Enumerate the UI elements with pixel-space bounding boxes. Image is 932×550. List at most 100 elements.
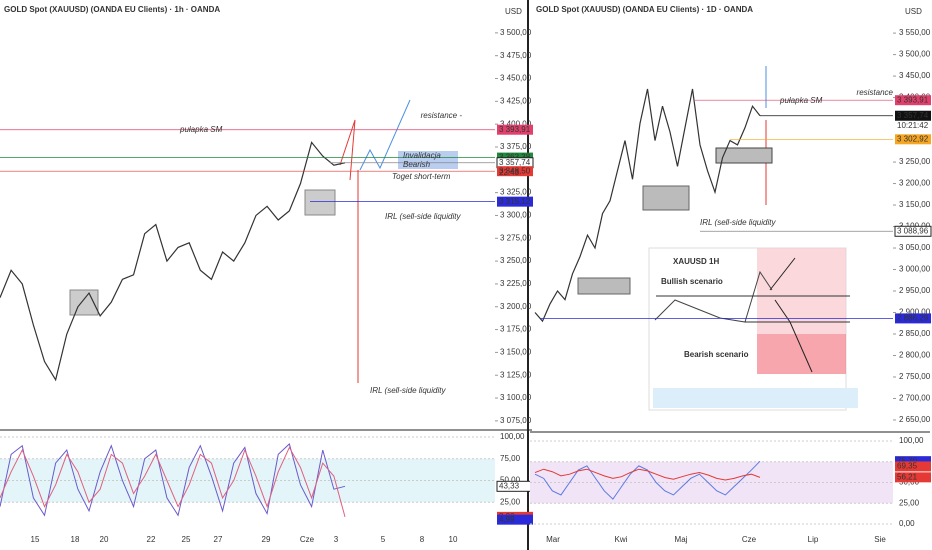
osc-tick-label: 75,00	[500, 454, 521, 463]
x-tick-label: 3	[334, 535, 339, 544]
x-tick-label: 8	[420, 535, 425, 544]
y-tick-label: 3 550,00	[899, 28, 931, 37]
annotation: IRL (sell-side liquidity	[700, 218, 776, 227]
x-tick-label: 29	[262, 535, 271, 544]
price-tag-label: 3 088,96	[897, 226, 929, 235]
x-tick-label: Kwi	[615, 535, 628, 544]
y-tick-label: 3 150,00	[899, 200, 931, 209]
zone	[577, 277, 631, 295]
osc-tag-label: 75,70	[897, 456, 918, 465]
osc-tick-label: 100,00	[899, 436, 924, 445]
x-tick-label: 22	[147, 535, 156, 544]
y-tick-label: 3 225,00	[500, 279, 532, 288]
price-tag-label: 3 357,74	[897, 111, 929, 120]
osc-line	[0, 446, 346, 517]
y-tick-label: 3 375,00	[500, 142, 532, 151]
osc-tick-label: 0,00	[899, 519, 915, 528]
price-tag-label: 3 393,91	[897, 95, 929, 104]
y-tick-label: 3 150,00	[500, 348, 532, 357]
x-tick-label: 5	[381, 535, 386, 544]
y-tick-label: 3 175,00	[500, 325, 532, 334]
y-tick-label: 3 075,00	[500, 416, 532, 425]
y-tick-label: 3 250,00	[500, 256, 532, 265]
countdown: 22:43	[499, 168, 520, 177]
y-tick-label: 3 450,00	[500, 74, 532, 83]
y-tick-label: 3 500,00	[899, 50, 931, 59]
y-tick-label: 3 100,00	[500, 393, 532, 402]
inset-zone	[757, 248, 846, 334]
osc-tag	[497, 514, 533, 525]
price-line	[534, 88, 761, 323]
osc-tag-label: 69,35	[897, 462, 918, 471]
price-tag	[497, 124, 533, 135]
price-tag-label: 3 357,74	[499, 158, 531, 167]
y-tick-label: 2 900,00	[899, 308, 931, 317]
zone	[715, 147, 773, 164]
y-tick-label: 3 200,00	[899, 179, 931, 188]
osc-tick-label: 25,00	[500, 497, 521, 506]
x-tick-label: Mar	[546, 535, 560, 544]
osc-tick-label: 100,00	[500, 432, 525, 441]
y-tick-label: 3 300,00	[500, 211, 532, 220]
x-tick-label: Cze	[300, 535, 315, 544]
currency: USD	[505, 7, 522, 16]
annotation: resistance	[857, 88, 894, 97]
osc-tick-label: 25,00	[899, 498, 920, 507]
annotation: XAUUSD 1H	[673, 257, 719, 266]
price-tag	[895, 110, 931, 121]
osc-tag	[895, 472, 931, 483]
x-tick-label: Maj	[675, 535, 688, 544]
arrow	[359, 99, 411, 171]
y-tick-label: 2 650,00	[899, 415, 931, 424]
chart-title: GOLD Spot (XAUUSD) (OANDA EU Clients) · …	[4, 5, 220, 14]
x-tick-label: Lip	[808, 535, 819, 544]
x-tick-label: 15	[31, 535, 40, 544]
price-tag	[894, 225, 932, 237]
annotation: Toget short-term	[392, 172, 451, 181]
y-tick-label: 3 275,00	[500, 233, 532, 242]
annotation: Invalidacja	[403, 151, 441, 160]
zone	[304, 189, 336, 216]
osc-tag-label: 4,99	[499, 515, 515, 524]
y-tick-label: 2 800,00	[899, 351, 931, 360]
x-tick-label: 10	[449, 535, 458, 544]
price-tag	[895, 134, 931, 145]
x-tick-label: 27	[214, 535, 223, 544]
y-tick-label: 3 500,00	[500, 28, 532, 37]
osc-tick-label: 50,00	[500, 476, 521, 485]
osc-line	[0, 443, 346, 517]
price-tag	[895, 95, 931, 106]
arrow	[339, 119, 356, 181]
annotation: IRL (sell-side liquidity	[370, 386, 446, 395]
y-tick-label: 3 125,00	[500, 370, 532, 379]
annotation: Bearish	[403, 160, 431, 169]
y-tick-label: 3 400,00	[500, 119, 532, 128]
y-tick-label: 3 200,00	[500, 302, 532, 311]
y-tick-label: 2 850,00	[899, 329, 931, 338]
y-tick-label: 3 250,00	[899, 157, 931, 166]
price-tag-label: 3 348,50	[499, 166, 531, 175]
chart-title: GOLD Spot (XAUUSD) (OANDA EU Clients) · …	[536, 5, 753, 14]
currency: USD	[905, 7, 922, 16]
zone	[642, 185, 690, 211]
annotation: IRL (sell-side liquidity	[385, 212, 461, 221]
annotation: resistance -	[421, 111, 463, 120]
inset-zone	[757, 334, 846, 374]
annotation: Bullish scenario	[661, 277, 723, 286]
price-tag-label: 3 315,12	[499, 197, 531, 206]
x-tick-label: 18	[71, 535, 80, 544]
x-tick-label: 20	[100, 535, 109, 544]
y-tick-label: 2 950,00	[899, 286, 931, 295]
x-tick-label: Cze	[742, 535, 757, 544]
osc-line	[534, 460, 761, 500]
osc-tag	[895, 456, 931, 467]
y-tick-label: 3 325,00	[500, 188, 532, 197]
y-tick-label: 3 450,00	[899, 71, 931, 80]
y-tick-label: 3 000,00	[899, 265, 931, 274]
price-tag-label: 3 363,38	[499, 153, 531, 162]
annotation: Bearish scenario	[684, 350, 749, 359]
price-tag-label: 3 393,91	[499, 125, 531, 134]
x-tick-label: 25	[182, 535, 191, 544]
zone	[398, 151, 458, 169]
